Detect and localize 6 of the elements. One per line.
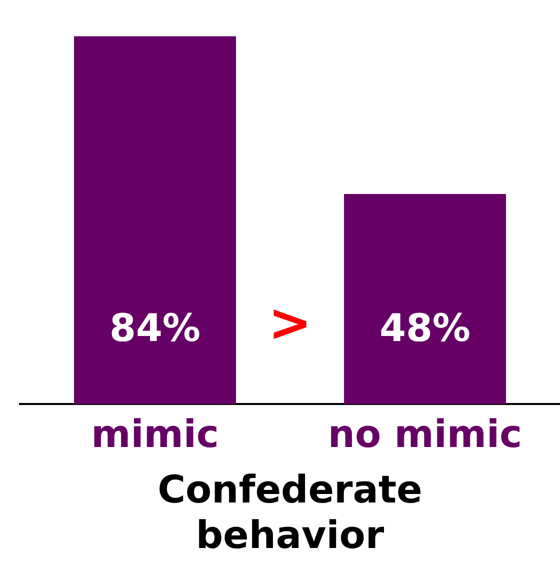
x-tick-label: no mimic — [328, 412, 522, 456]
annotation: > — [268, 294, 312, 354]
data-label: 48% — [380, 306, 470, 350]
x-tick-label: mimic — [91, 412, 219, 456]
data-label: 84% — [110, 306, 200, 350]
x-axis-title: Confederate behavior — [158, 467, 422, 558]
